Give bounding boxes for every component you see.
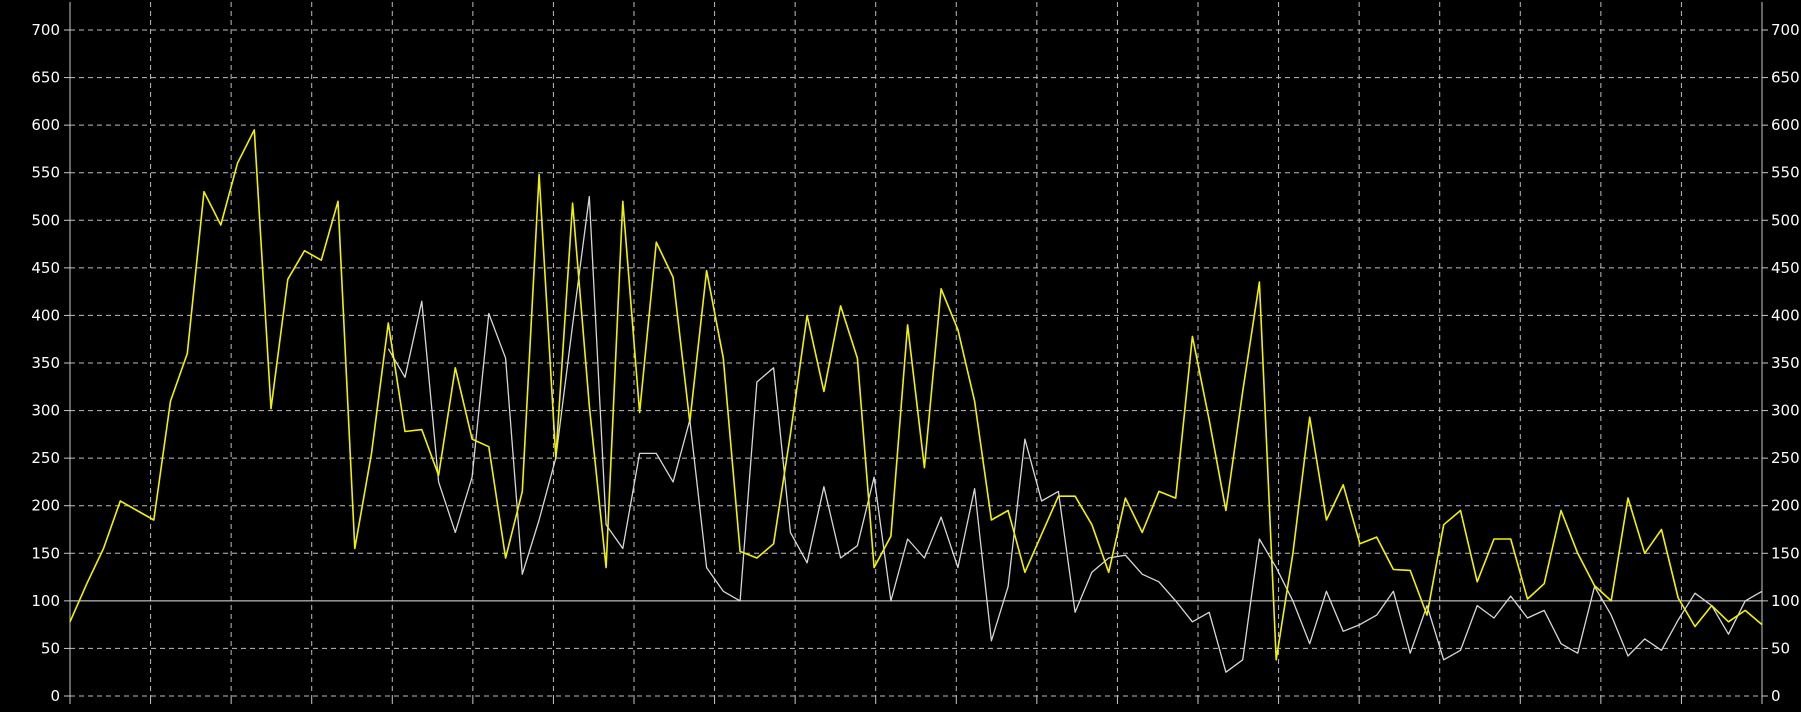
left-y-tick-label: 0 (50, 687, 60, 705)
right-y-tick-label: 400 (1771, 306, 1800, 324)
right-y-tick-label: 500 (1771, 211, 1800, 229)
left-y-tick-label: 200 (31, 497, 60, 515)
right-y-tick-label: 250 (1771, 449, 1800, 467)
left-y-tick-label: 100 (31, 592, 60, 610)
left-y-tick-label: 50 (41, 639, 60, 657)
left-y-tick-label: 600 (31, 116, 60, 134)
left-y-tick-label: 700 (31, 21, 60, 39)
right-y-tick-label: 550 (1771, 164, 1800, 182)
right-y-tick-label: 650 (1771, 69, 1800, 87)
right-y-tick-label: 450 (1771, 259, 1800, 277)
right-y-tick-label: 700 (1771, 21, 1800, 39)
left-y-tick-label: 300 (31, 402, 60, 420)
right-y-tick-label: 200 (1771, 497, 1800, 515)
left-y-tick-label: 150 (31, 544, 60, 562)
right-y-tick-label: 600 (1771, 116, 1800, 134)
series-line-yellow (69, 129, 1763, 661)
right-y-tick-label: 350 (1771, 354, 1800, 372)
series-line-gray (387, 195, 1763, 673)
right-y-tick-label: 300 (1771, 402, 1800, 420)
left-y-tick-label: 450 (31, 259, 60, 277)
left-y-tick-label: 250 (31, 449, 60, 467)
right-y-tick-label: 50 (1771, 639, 1790, 657)
left-y-tick-label: 400 (31, 306, 60, 324)
left-y-tick-label: 350 (31, 354, 60, 372)
right-y-tick-label: 150 (1771, 544, 1800, 562)
left-y-tick-label: 500 (31, 211, 60, 229)
left-y-tick-label: 650 (31, 69, 60, 87)
right-y-tick-label: 0 (1771, 687, 1781, 705)
left-y-tick-label: 550 (31, 164, 60, 182)
right-y-tick-label: 100 (1771, 592, 1800, 610)
